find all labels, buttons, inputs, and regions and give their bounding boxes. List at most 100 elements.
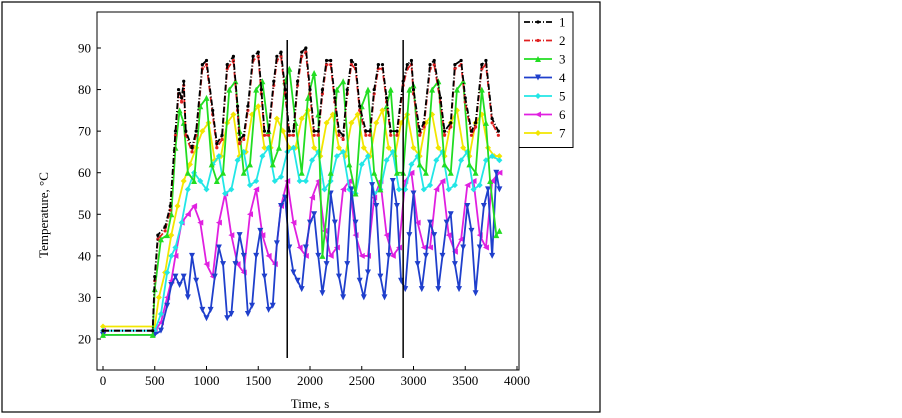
series-7-point [199,128,206,135]
y-tick-label: 80 [78,82,91,97]
series-3-point [377,186,384,193]
series-2-point [291,133,296,137]
series-3-point [422,169,429,176]
series-5-point [290,144,297,151]
series-1-point [442,129,447,133]
series-2-point [389,133,393,137]
series-1-point [353,63,358,67]
series-6-point [464,182,471,189]
series-5-point [197,178,204,185]
series-4-point [489,252,496,259]
legend-item: 3 [524,52,566,67]
series-4-point [496,186,503,193]
series-6-point [197,219,204,226]
series-3-point [447,169,454,176]
series-2-point [364,133,368,137]
legend-swatch-marker [536,20,540,24]
series-1-point [272,79,276,83]
series-4-point [220,261,227,268]
series-7-point [496,153,503,160]
series-5-point [246,182,253,189]
series-6-point [427,244,434,251]
series-1-point [312,129,316,133]
series-4-point [472,290,479,297]
series-3-point [157,236,164,243]
series-4-point [240,252,247,259]
series-4-point [447,211,454,218]
series-6-point [420,244,427,251]
series-7-point [385,144,392,151]
series-7-point [348,119,355,126]
series-5-point [433,157,440,164]
x-tick-label: 2000 [297,373,323,388]
series-3-point [466,161,473,168]
legend-item: 6 [524,107,566,122]
series-3-point [453,86,460,93]
series-3-point [460,78,467,85]
series-5-point [228,186,235,193]
series-5-point [358,161,365,168]
series-4-point [360,294,367,301]
series-3-point [164,232,171,239]
series-2-point [337,133,341,137]
series-5-point [178,219,185,226]
series-6-point [408,169,415,176]
series-4-point [261,273,268,280]
series-1-point [235,104,240,108]
series-2-point [287,133,291,137]
series-4-line [103,171,501,336]
series-5-point [420,186,427,193]
series-6-point [184,211,191,218]
series-5-point [396,186,403,193]
series-6-point [234,261,241,268]
series-2-point [163,229,167,233]
series-4-point [435,286,442,293]
series-4-point [427,219,434,226]
y-tick-label: 90 [78,41,91,56]
series-3-point [387,86,394,93]
series-4-point [377,273,384,280]
series-1-point [480,63,484,67]
series-3-point [213,178,220,185]
series-1-point [190,146,194,150]
series-3-point [184,169,191,176]
series-4-point [315,252,322,259]
series-1-point [345,87,349,92]
series-7-point [255,103,262,110]
series-6-point [327,252,334,259]
series-1-point [395,129,399,133]
series-4-point [385,252,392,259]
series-6-point [253,186,260,193]
series-5-point [296,178,303,185]
series-3-point [327,169,334,176]
series-2-point [368,133,372,137]
series-3-point [311,69,318,76]
series-1-point [300,50,304,54]
series-2-point [442,133,447,137]
series-4-point [344,261,351,268]
series-5-point [383,157,390,164]
series-1-point [337,129,341,133]
y-tick-label: 30 [78,290,91,305]
series-1-point [329,58,333,63]
series-7-point [311,144,318,151]
series-5-point [271,178,278,185]
series-3-point [191,178,198,185]
legend-item: 1 [524,15,566,30]
series-7-point [335,144,342,151]
series-3-point [298,169,305,176]
series-4-point [215,244,222,251]
series-6-point [451,248,458,255]
series-5-point [203,186,210,193]
series-5-point [451,182,458,189]
series-4-point [480,202,487,209]
series-5-point [482,157,489,164]
series-1-point [405,63,409,67]
series-5-point [489,153,496,160]
series-1-point [389,129,393,133]
series-4-point [414,261,421,268]
series-4-point [464,202,471,209]
legend-box [518,11,574,148]
series-3-point [333,86,340,93]
